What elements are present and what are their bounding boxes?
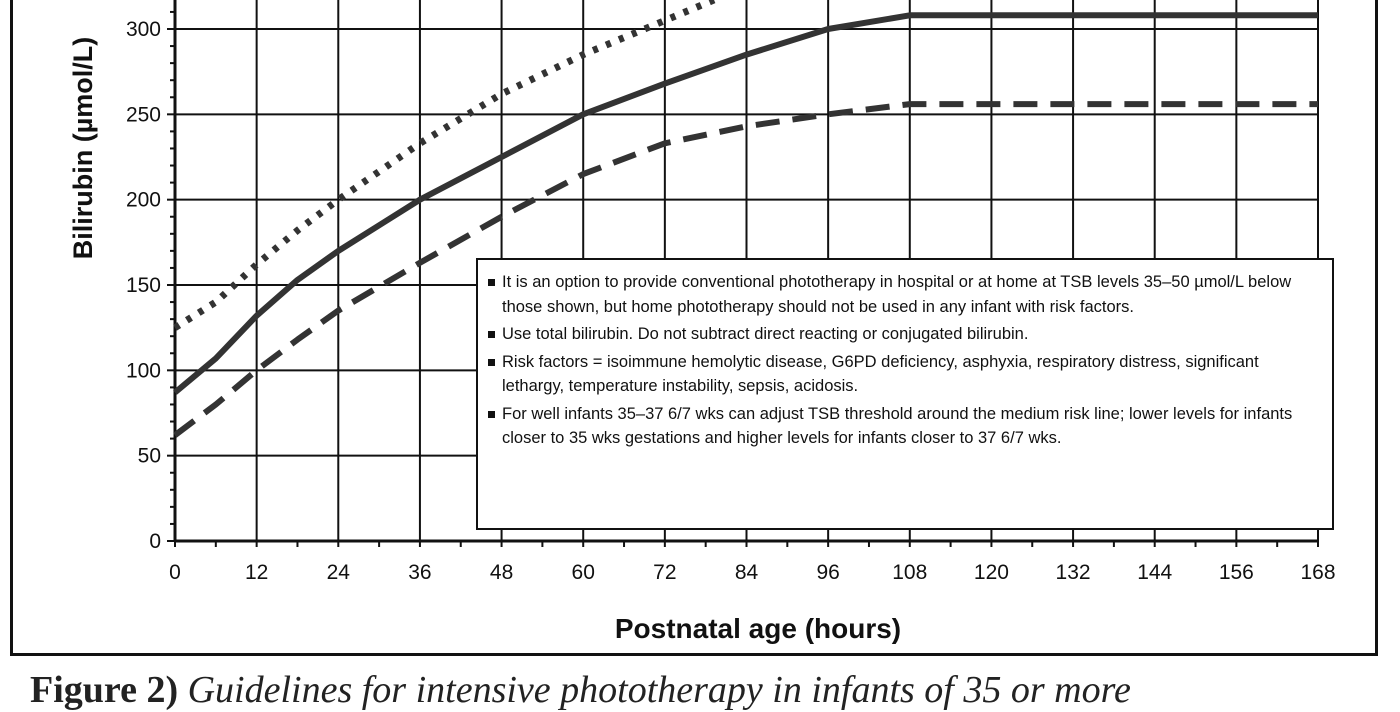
x-tick-label: 120: [974, 561, 1009, 584]
caption-text: Guidelines for intensive phototherapy in…: [187, 669, 1131, 711]
x-tick-label: 84: [735, 561, 759, 584]
series-line-dashed: [173, 101, 1318, 438]
y-tick-label: 0: [149, 530, 161, 553]
x-tick-label: 156: [1219, 561, 1254, 584]
caption-label: Figure 2): [30, 669, 179, 711]
x-tick-label: 12: [245, 561, 268, 584]
x-tick-label: 96: [816, 561, 839, 584]
y-axis-label: Bilirubin (µmol/L): [68, 37, 98, 260]
note-item: Use total bilirubin. Do not subtract dir…: [488, 322, 1320, 347]
figure-caption: Figure 2) Guidelines for intensive photo…: [30, 668, 1131, 712]
x-tick-label: 132: [1056, 561, 1091, 584]
chart-series: [173, 0, 1318, 438]
y-tick-label: 100: [126, 359, 161, 382]
x-tick-label: 48: [490, 561, 513, 584]
x-tick-label: 72: [653, 561, 676, 584]
x-tick-label: 108: [892, 561, 927, 584]
y-tick-label: 250: [126, 103, 161, 126]
notes-box: It is an option to provide conventional …: [476, 258, 1334, 530]
x-tick-label: 0: [169, 561, 181, 584]
x-tick-label: 60: [572, 561, 595, 584]
y-tick-label: 300: [126, 18, 161, 41]
x-tick-label: 168: [1300, 561, 1335, 584]
chart-axes: 0 50 100 150 200 250 300 0 12 24 36 48 60 72 84 96 108 12…: [126, 0, 1336, 584]
y-tick-label: 200: [126, 189, 161, 212]
note-item: For well infants 35–37 6/7 wks can adjus…: [488, 402, 1320, 451]
y-tick-label: 150: [126, 274, 161, 297]
y-tick-label: 50: [138, 445, 161, 468]
note-item: Risk factors = isoimmune hemolytic disea…: [488, 350, 1320, 399]
x-tick-label: 36: [408, 561, 431, 584]
x-tick-label: 144: [1137, 561, 1172, 584]
series-line-solid: [173, 12, 1318, 395]
x-tick-label: 24: [327, 561, 351, 584]
note-item: It is an option to provide conventional …: [488, 270, 1320, 319]
x-axis-label: Postnatal age (hours): [615, 613, 901, 644]
